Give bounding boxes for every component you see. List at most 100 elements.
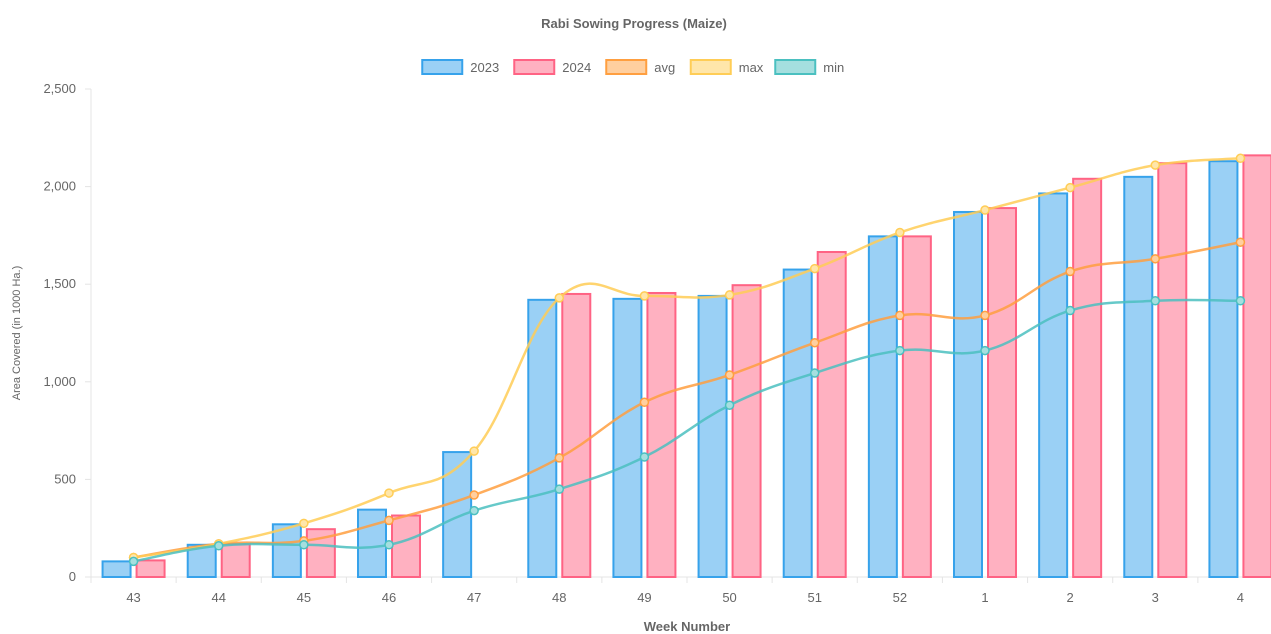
bar-2023-week-1[interactable] [953,210,983,578]
point-avg-week-49[interactable] [639,397,650,408]
line-series-min [128,296,1246,567]
y-tick-label: 2,000 [43,179,76,194]
chart-title: Rabi Sowing Progress (Maize) [541,16,727,31]
point-avg-week-46[interactable] [384,515,394,526]
legend-item-2024[interactable]: 2024 [513,59,591,75]
point-min-week-2[interactable] [1065,305,1075,316]
point-avg-week-48[interactable] [554,453,565,463]
bar-2024-week-50[interactable] [731,284,762,578]
point-max-week-46[interactable] [384,488,394,498]
bar-2023-week-46[interactable] [357,508,387,579]
point-min-week-47[interactable] [469,505,479,516]
bar-2024-week-43[interactable] [135,559,166,579]
x-tick-label: 4 [1237,590,1244,605]
x-tick-label: 51 [807,590,821,605]
point-max-week-48[interactable] [554,293,565,303]
point-min-week-44[interactable] [213,541,224,551]
bar-2024-week-46[interactable] [391,514,421,579]
point-avg-week-47[interactable] [469,490,479,500]
point-min-week-50[interactable] [724,400,735,410]
x-tick-label: 50 [722,590,736,605]
bar-2024-week-48[interactable] [561,292,592,578]
bar-2023-week-51[interactable] [782,268,813,578]
bar-2024-week-4[interactable] [1242,154,1271,578]
line-series-max [128,153,1246,563]
point-avg-week-3[interactable] [1150,254,1161,264]
point-avg-week-50[interactable] [724,370,735,380]
bar-2024-week-49[interactable] [646,291,677,578]
point-min-week-49[interactable] [639,452,650,462]
point-max-week-4[interactable] [1235,153,1246,164]
x-tick-label: 48 [552,590,566,605]
bar-2023-week-52[interactable] [867,235,898,578]
point-max-week-52[interactable] [895,227,905,238]
chart-legend: 2023 2024 avg max min [421,59,844,75]
bar-2023-week-4[interactable] [1208,160,1239,578]
bar-layer [101,154,1271,579]
bar-2023-week-3[interactable] [1123,175,1154,578]
y-tick-label: 500 [54,471,76,486]
point-min-week-4[interactable] [1235,296,1246,306]
bar-2024-week-51[interactable] [816,250,847,578]
legend-label: max [739,60,764,75]
point-max-week-1[interactable] [980,205,990,215]
bar-2023-week-50[interactable] [697,294,728,578]
legend-item-avg[interactable]: avg [605,59,675,75]
legend-item-max[interactable]: max [689,59,764,75]
bar-2024-week-52[interactable] [901,235,932,578]
point-avg-week-1[interactable] [980,310,990,321]
line-avg [133,241,1241,559]
point-min-week-48[interactable] [554,484,565,494]
bar-2023-week-45[interactable] [271,523,302,579]
point-avg-week-4[interactable] [1235,237,1246,247]
point-max-week-47[interactable] [469,446,479,456]
legend-item-2023[interactable]: 2023 [421,59,499,75]
x-tick-label: 43 [126,590,140,605]
legend-swatch [774,59,817,75]
point-avg-week-51[interactable] [809,338,820,348]
legend-item-min[interactable]: min [774,59,844,75]
bar-2023-week-49[interactable] [612,297,643,578]
y-tick-label: 1,500 [43,276,76,291]
point-min-week-43[interactable] [128,556,139,567]
x-tick-label: 2 [1067,590,1074,605]
point-min-week-45[interactable] [299,540,309,550]
point-max-week-2[interactable] [1065,182,1075,193]
x-tick-label: 47 [467,590,481,605]
x-tick-label: 1 [981,590,988,605]
legend-swatch [421,59,464,75]
point-min-week-46[interactable] [384,540,394,550]
point-max-week-3[interactable] [1150,160,1161,170]
x-axis: 43 44 45 46 47 48 49 50 51 52 1 2 3 4 [90,576,1271,605]
point-min-week-1[interactable] [980,345,990,356]
bar-2023-week-2[interactable] [1038,192,1069,578]
point-max-week-45[interactable] [299,518,309,529]
y-tick-label: 1,000 [43,374,76,389]
bar-2024-week-44[interactable] [220,542,251,578]
bar-2023-week-48[interactable] [527,298,558,578]
legend-swatch [513,59,556,75]
bar-series-2023 [101,160,1239,579]
point-min-week-51[interactable] [809,368,820,378]
y-tick-label: 0 [69,569,76,584]
bar-2024-week-2[interactable] [1072,177,1103,579]
y-axis: 0 500 1,000 1,500 2,000 2,500 [43,81,92,584]
x-tick-label: 46 [382,590,396,605]
bar-2023-week-47[interactable] [442,451,473,578]
x-axis-title: Week Number [644,619,730,634]
legend-swatch [605,59,648,75]
point-min-week-52[interactable] [895,345,905,356]
point-max-week-50[interactable] [724,290,735,300]
legend-label: min [823,60,844,75]
point-avg-week-2[interactable] [1065,266,1075,277]
point-avg-week-52[interactable] [895,310,905,321]
point-max-week-51[interactable] [809,263,820,274]
y-axis-title: Area Covered (in 1000 Ha.) [11,266,23,401]
point-max-week-49[interactable] [639,291,650,301]
bar-2024-week-1[interactable] [987,207,1017,579]
point-min-week-3[interactable] [1150,296,1161,306]
x-tick-label: 49 [637,590,651,605]
bar-2023-week-43[interactable] [101,560,132,578]
bar-2024-week-3[interactable] [1157,162,1188,578]
legend-label: 2024 [562,60,591,75]
